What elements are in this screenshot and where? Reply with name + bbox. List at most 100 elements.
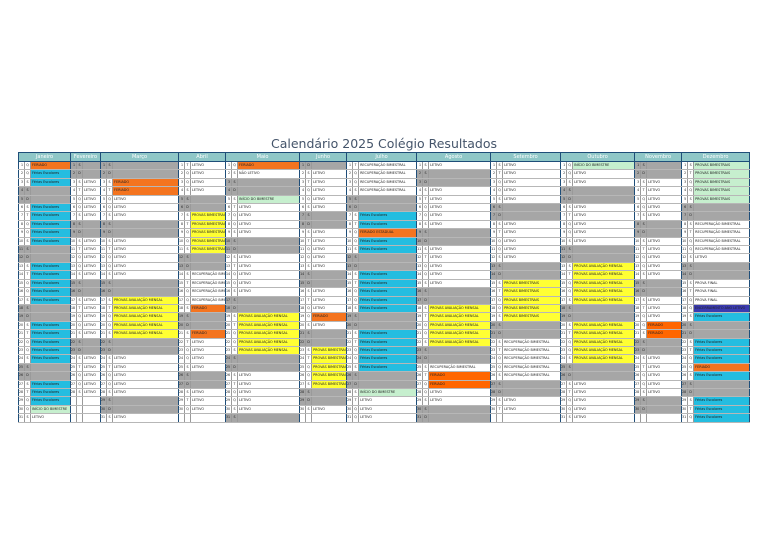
day-number: 19: [70, 312, 77, 322]
empty-cell: [76, 396, 83, 406]
day-number: 4: [490, 186, 497, 196]
weekday-letter: S: [106, 270, 113, 280]
day-number: 12: [490, 253, 497, 263]
weekday-letter: T: [352, 338, 359, 347]
weekday-letter: Q: [352, 228, 359, 238]
event-cell: [646, 405, 683, 415]
event-cell: LETIVO: [82, 354, 101, 364]
event-cell: LETIVO: [237, 371, 301, 381]
weekday-letter: S: [640, 329, 647, 339]
weekday-letter: T: [76, 186, 83, 196]
weekday-letter: D: [640, 346, 647, 356]
event-cell: PROVAS AVALIAÇÃO MENSAL: [572, 287, 636, 297]
event-cell: RECUPERAÇÃO BIMESTRAL: [358, 178, 418, 188]
day-number: 10: [634, 237, 641, 247]
weekday-letter: S: [566, 245, 573, 255]
event-cell: LETIVO: [428, 245, 492, 255]
calendar-row: 22 Q Férias Escolares 22 S 22 S 22 T LETIVO 22 Q PRO…: [18, 338, 751, 347]
event-cell: [82, 220, 101, 230]
event-cell: LETIVO: [572, 388, 636, 398]
weekday-letter: T: [184, 338, 191, 347]
day-number: 27: [18, 380, 25, 389]
event-cell: [111, 220, 180, 230]
day-number: 12: [100, 253, 107, 263]
day-number: 14: [178, 270, 185, 280]
weekday-letter: S: [106, 161, 113, 171]
day-number: 28: [299, 388, 306, 398]
day-number: 14: [560, 270, 567, 280]
day-number: 6: [100, 203, 107, 213]
event-cell: [572, 186, 636, 196]
event-cell: PROVAS AVALIAÇÃO MENSAL: [428, 304, 492, 314]
weekday-letter: S: [687, 396, 694, 406]
weekday-letter: T: [305, 296, 312, 305]
event-cell: [428, 405, 492, 415]
event-cell: [428, 413, 492, 423]
event-cell: Férias Escolares: [358, 363, 418, 373]
day-number: 14: [18, 270, 25, 280]
event-cell: [111, 279, 180, 289]
day-number: 11: [299, 245, 306, 255]
event-cell: Férias Escolares: [30, 354, 71, 364]
weekday-letter: S: [640, 270, 647, 280]
event-cell: [237, 413, 301, 423]
day-number: 10: [70, 237, 77, 247]
event-cell: LETIVO: [237, 203, 301, 213]
calendar-row: 28 T Férias Escolares 28 S LETIVO 28 S LETIVO 28 S…: [18, 388, 751, 398]
day-number: 25: [416, 363, 423, 373]
weekday-letter: Q: [106, 253, 113, 263]
event-cell: LETIVO: [311, 304, 348, 314]
empty-cell: [190, 413, 227, 423]
weekday-letter: S: [640, 354, 647, 364]
day-number: 26: [560, 371, 567, 381]
day-number: 5: [299, 195, 306, 205]
event-cell: Férias Escolares: [30, 228, 71, 238]
event-cell: [190, 380, 227, 389]
day-number: 8: [346, 220, 353, 230]
weekday-letter: D: [566, 253, 573, 263]
weekday-letter: S: [422, 161, 429, 171]
event-cell: LETIVO: [111, 245, 180, 255]
day-number: 14: [346, 270, 353, 280]
day-number: 1: [18, 161, 25, 171]
day-number: 26: [70, 371, 77, 381]
event-cell: [82, 346, 101, 356]
weekday-letter: D: [305, 220, 312, 230]
event-cell: [502, 203, 562, 213]
weekday-letter: Q: [76, 195, 83, 205]
day-number: 3: [634, 178, 641, 188]
event-cell: LETIVO: [82, 211, 101, 221]
event-cell: LETIVO: [646, 354, 683, 364]
weekday-letter: T: [496, 169, 503, 179]
calendar-row: 12 D 12 Q LETIVO 12 Q LETIVO 12 S 12 S LETIVO 12 Q LETI…: [18, 253, 751, 263]
weekday-letter: D: [76, 287, 83, 297]
weekday-letter: S: [305, 405, 312, 415]
weekday-letter: T: [24, 270, 31, 280]
weekday-letter: S: [24, 296, 31, 305]
weekday-letter: T: [640, 186, 647, 196]
weekday-letter: S: [305, 380, 312, 389]
event-cell: RECUPERAÇÃO BIMESTRAL: [190, 296, 227, 305]
weekday-letter: Q: [24, 228, 31, 238]
event-cell: PROVAS AVALIAÇÃO MENSAL: [237, 312, 301, 322]
event-cell: LETIVO: [190, 396, 227, 406]
month-header-março: Março: [99, 152, 180, 162]
weekday-letter: S: [566, 203, 573, 213]
day-number: 9: [178, 228, 185, 238]
day-number: 30: [681, 405, 688, 415]
day-number: 19: [18, 312, 25, 322]
weekday-letter: S: [231, 346, 238, 356]
day-number: 20: [346, 321, 353, 331]
weekday-letter: S: [305, 169, 312, 179]
weekday-letter: D: [184, 203, 191, 213]
day-number: 10: [416, 237, 423, 247]
day-number: 10: [100, 237, 107, 247]
day-number: 26: [490, 371, 497, 381]
event-cell: LETIVO: [502, 245, 562, 255]
event-cell: LETIVO: [237, 220, 301, 230]
weekday-letter: Q: [76, 380, 83, 389]
day-number: 9: [560, 228, 567, 238]
event-cell: LETIVO: [428, 262, 492, 272]
weekday-letter: D: [305, 161, 312, 171]
weekday-letter: S: [687, 279, 694, 289]
